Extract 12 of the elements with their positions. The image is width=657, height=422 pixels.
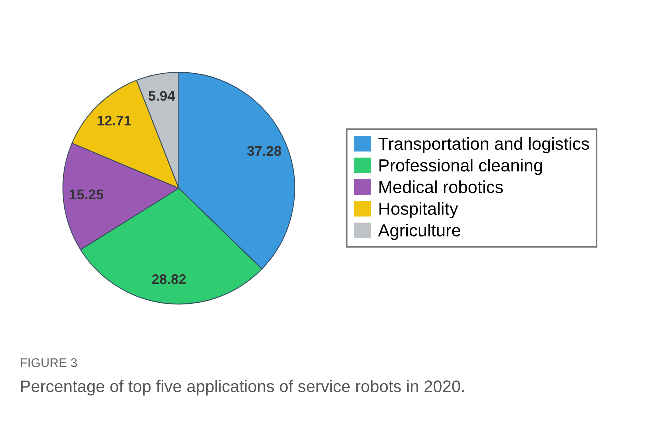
legend-label: Transportation and logistics (378, 137, 590, 154)
data-label: 5.94 (148, 91, 176, 102)
data-label: 15.25 (70, 190, 104, 200)
legend-label: Hospitality (380, 202, 458, 219)
data-label: 37.28 (247, 146, 282, 156)
caption: FIGURE 3 (21, 358, 78, 368)
text: Percentage of top five applications of service robots in 2020. (21, 380, 464, 396)
legend-label: Medical robotics (380, 180, 504, 194)
data-label: 28.82 (152, 274, 186, 284)
data-label: 12.71 (98, 116, 132, 126)
legend-label: Agriculture (378, 224, 460, 240)
legend-label: Professional cleaning (380, 159, 542, 176)
